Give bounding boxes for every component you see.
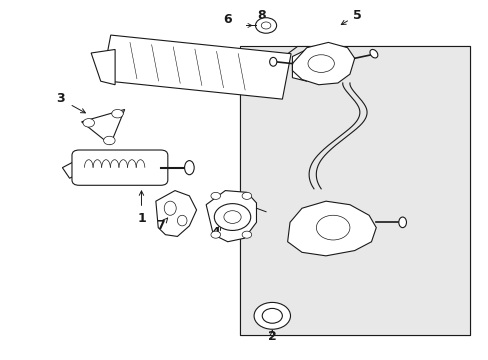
Polygon shape bbox=[102, 35, 290, 99]
Ellipse shape bbox=[307, 55, 334, 72]
Text: 7: 7 bbox=[156, 219, 164, 232]
Polygon shape bbox=[292, 42, 354, 85]
Ellipse shape bbox=[316, 215, 349, 240]
Text: 3: 3 bbox=[56, 93, 64, 105]
Circle shape bbox=[83, 118, 94, 127]
Text: 8: 8 bbox=[256, 9, 265, 22]
Circle shape bbox=[262, 309, 282, 323]
Polygon shape bbox=[239, 46, 469, 335]
Circle shape bbox=[112, 109, 123, 118]
Text: 2: 2 bbox=[267, 330, 276, 343]
Circle shape bbox=[224, 211, 241, 224]
Polygon shape bbox=[206, 190, 256, 242]
Ellipse shape bbox=[369, 49, 377, 58]
Text: 5: 5 bbox=[352, 9, 361, 22]
Polygon shape bbox=[91, 49, 115, 85]
Polygon shape bbox=[292, 49, 306, 81]
Circle shape bbox=[261, 22, 270, 29]
Circle shape bbox=[214, 204, 250, 230]
Polygon shape bbox=[81, 109, 124, 145]
Polygon shape bbox=[156, 190, 196, 237]
Text: 6: 6 bbox=[223, 13, 232, 26]
Circle shape bbox=[242, 192, 251, 199]
Ellipse shape bbox=[184, 161, 194, 175]
Ellipse shape bbox=[164, 201, 176, 215]
FancyBboxPatch shape bbox=[239, 46, 469, 335]
Circle shape bbox=[255, 18, 276, 33]
Circle shape bbox=[242, 231, 251, 238]
Text: 1: 1 bbox=[137, 212, 145, 225]
Circle shape bbox=[210, 192, 220, 199]
Polygon shape bbox=[62, 159, 84, 178]
Polygon shape bbox=[287, 201, 376, 256]
Ellipse shape bbox=[398, 217, 406, 228]
FancyBboxPatch shape bbox=[72, 150, 167, 185]
Ellipse shape bbox=[177, 215, 186, 226]
Ellipse shape bbox=[269, 57, 276, 66]
Circle shape bbox=[103, 136, 115, 145]
Circle shape bbox=[254, 302, 290, 329]
Circle shape bbox=[210, 231, 220, 238]
Text: 4: 4 bbox=[211, 226, 220, 239]
